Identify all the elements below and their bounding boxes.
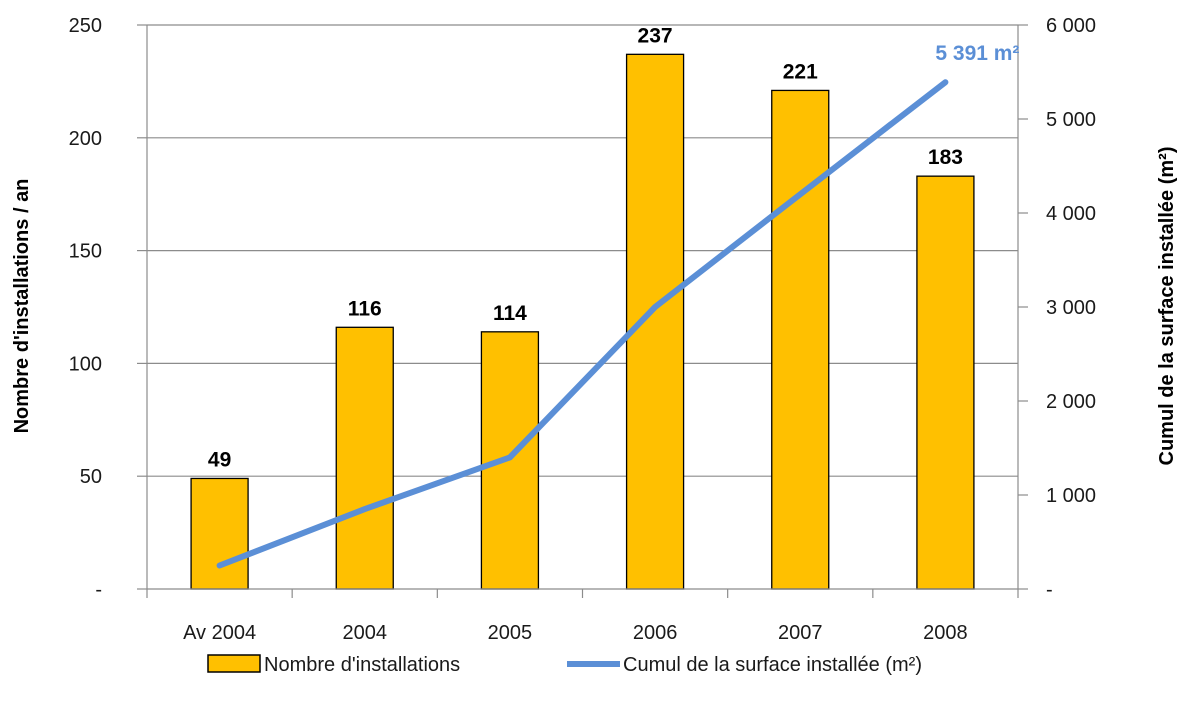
line-end-label: 5 391 m² [935, 42, 1019, 65]
bar-data-label: 49 [208, 448, 231, 471]
y-tick-label: 250 [69, 15, 102, 37]
gridlines [147, 24, 1018, 477]
y-tick-label: - [95, 579, 102, 601]
x-tick-label: Av 2004 [183, 622, 256, 644]
right-axis-ticks: - 1 000 2 000 3 000 4 000 5 000 6 000 [1018, 15, 1096, 601]
x-tick-label: 2004 [343, 622, 388, 644]
legend-bar-label: Nombre d'installations [264, 654, 460, 676]
left-axis-ticks: - 50 100 150 200 250 [69, 15, 147, 601]
bar [190, 477, 249, 590]
y2-tick-label: 5 000 [1046, 109, 1096, 131]
axes [146, 25, 1019, 590]
y-tick-label: 50 [80, 466, 102, 488]
data-labels: 49 116 114 237 221 183 5 391 m² [208, 24, 1020, 471]
bar-data-label: 221 [783, 60, 818, 83]
legend-bar-swatch [207, 654, 261, 673]
bar-series [190, 53, 975, 590]
x-tick-label: 2008 [923, 622, 968, 644]
line-series [216, 79, 949, 569]
y2-tick-label: 6 000 [1046, 15, 1096, 37]
bar-data-label: 114 [493, 302, 527, 325]
cumulative-area-line [216, 79, 949, 569]
y-tick-label: 100 [69, 353, 102, 375]
bar-data-label: 183 [928, 146, 963, 169]
y2-tick-label: 1 000 [1046, 485, 1096, 507]
legend: Nombre d'installations Cumul de la surfa… [207, 654, 922, 676]
y2-tick-label: 3 000 [1046, 297, 1096, 319]
bar [335, 326, 394, 590]
y-tick-label: 200 [69, 128, 102, 150]
bar [771, 89, 830, 590]
bar [916, 175, 975, 590]
legend-line-label: Cumul de la surface installée (m²) [623, 654, 922, 676]
bar-data-label: 116 [348, 297, 382, 320]
y2-tick-label: 4 000 [1046, 203, 1096, 225]
y2-tick-label: - [1046, 579, 1053, 601]
x-axis-ticks: Av 2004 2004 2005 2006 2007 2008 [146, 589, 1019, 644]
y2-axis-title: Cumul de la surface installée (m²) [1156, 147, 1178, 466]
y-tick-label: 150 [69, 241, 102, 263]
x-tick-label: 2007 [778, 622, 823, 644]
x-tick-label: 2005 [488, 622, 533, 644]
y2-tick-label: 2 000 [1046, 391, 1096, 413]
bar-data-label: 237 [638, 24, 673, 47]
y-axis-title: Nombre d'installations / an [11, 179, 33, 434]
x-tick-label: 2006 [633, 622, 678, 644]
bar [625, 53, 685, 590]
